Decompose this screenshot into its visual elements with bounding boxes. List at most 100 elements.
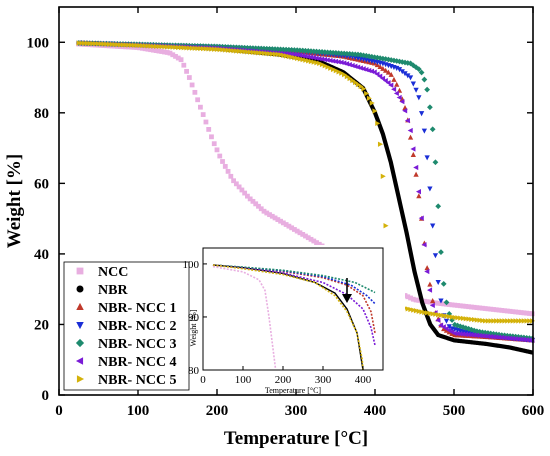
legend-swatch (76, 302, 84, 311)
x-tick-label: 600 (522, 403, 545, 419)
series-marker-nbr-ncc-3 (388, 57, 395, 63)
series-marker-nbr-ncc-5 (242, 49, 248, 55)
inset-chart: 0 100 200 300 400 80 90 100 Temperature [°C] We… (183, 245, 405, 395)
series-marker-ncc (195, 97, 201, 103)
legend-label: NBR- NCC 3 (98, 337, 177, 352)
series-marker-nbr-ncc-1 (385, 69, 392, 75)
series-marker-nbr-ncc-5 (513, 318, 519, 324)
y-tick-label: 60 (34, 176, 49, 192)
x-tick-label: 400 (364, 403, 387, 419)
inset-series-line-nbr-ncc-4 (212, 264, 376, 346)
series-marker-ncc (209, 134, 214, 140)
inset-x-tick-label: 200 (275, 374, 292, 386)
series-marker-nbr-ncc-5 (253, 49, 259, 56)
series-marker-nbr-ncc-5 (491, 318, 497, 324)
series-marker-nbr-ncc-2 (421, 128, 428, 134)
inset-series-nbr-ncc-4 (212, 264, 376, 346)
series-marker-nbr-ncc-5 (319, 61, 325, 68)
series-marker-nbr-ncc-3 (443, 299, 450, 306)
series-marker-nbr-ncc-5 (460, 315, 466, 322)
series-marker-nbr-ncc-4 (297, 52, 303, 58)
series-marker-nbr-ncc-4 (299, 53, 305, 59)
series-marker-ncc (225, 168, 231, 174)
series-marker-nbr-ncc-5 (292, 55, 298, 61)
series-marker-nbr-ncc-4 (482, 333, 488, 339)
series-marker-nbr-ncc-5 (449, 314, 455, 320)
y-tick-label: 0 (42, 388, 50, 404)
series-marker-nbr-ncc-4 (526, 337, 532, 343)
series-marker-nbr-ncc-5 (380, 173, 386, 179)
series-marker-nbr-ncc-4 (338, 59, 344, 66)
series-marker-nbr-ncc-5 (95, 41, 101, 47)
series-marker-nbr-ncc-5 (112, 41, 118, 48)
series-marker-nbr-ncc-5 (416, 308, 422, 314)
series-marker-nbr-ncc-4 (316, 55, 322, 62)
legend-item-nbr-ncc-1: NBR- NCC 1 (76, 301, 177, 316)
series-marker-nbr-ncc-5 (212, 46, 218, 52)
series-marker-nbr-ncc-4 (308, 54, 314, 60)
series-marker-nbr-ncc-4 (305, 54, 311, 60)
legend-item-nbr-ncc-3: NBR- NCC 3 (75, 337, 177, 352)
series-marker-nbr-ncc-5 (314, 60, 320, 66)
series-marker-nbr-ncc-4 (374, 71, 380, 77)
series-marker-nbr-ncc-3 (424, 86, 431, 93)
series-marker-nbr-ncc-5 (189, 45, 195, 51)
series-marker-nbr-ncc-5 (187, 45, 193, 51)
inset-series-group (212, 264, 376, 371)
series-marker-nbr-ncc-5 (372, 108, 378, 114)
series-marker-nbr-ncc-4 (468, 332, 474, 338)
series-marker-nbr-ncc-3 (421, 76, 428, 83)
legend-box (63, 261, 190, 391)
series-marker-nbr-ncc-5 (120, 42, 126, 48)
series-marker-nbr-ncc-5 (223, 47, 229, 53)
series-marker-nbr-ncc-5 (192, 45, 198, 51)
series-marker-nbr-ncc-4 (521, 336, 527, 343)
legend-label: NBR- NCC 5 (98, 373, 177, 388)
series-marker-ncc (214, 147, 220, 153)
series-marker-nbr-ncc-5 (311, 59, 317, 65)
series-marker-nbr-ncc-5 (283, 53, 290, 59)
series-marker-nbr-ncc-4 (319, 56, 325, 62)
series-marker-nbr-ncc-3 (313, 48, 320, 55)
series-marker-nbr-ncc-5 (278, 52, 284, 58)
series-marker-nbr-ncc-5 (145, 43, 151, 49)
series-marker-nbr-ncc-5 (422, 309, 428, 316)
series-marker-nbr-ncc-4 (479, 333, 485, 339)
series-marker-nbr-ncc-5 (87, 40, 93, 47)
series-marker-nbr-ncc-5 (159, 43, 165, 50)
series-marker-nbr-ncc-3 (305, 48, 312, 54)
y-axis-title: Weight [%] (4, 154, 25, 248)
series-marker-nbr-ncc-5 (424, 310, 431, 316)
legend-item-ncc: NCC (76, 265, 128, 280)
series-marker-nbr-ncc-5 (322, 63, 328, 69)
series-marker-nbr-ncc-4 (382, 77, 388, 84)
series-marker-nbr-ncc-5 (353, 79, 359, 86)
series-marker-nbr-ncc-5 (217, 46, 223, 53)
series-marker-nbr-ncc-4 (377, 73, 383, 79)
series-marker-nbr-ncc-3 (435, 203, 442, 210)
series-marker-nbr-ncc-5 (483, 318, 489, 324)
series-marker-nbr-ncc-5 (156, 43, 162, 50)
series-marker-nbr-ncc-5 (90, 40, 96, 47)
series-marker-nbr-ncc-4 (512, 336, 518, 342)
series-marker-nbr-ncc-5 (441, 313, 447, 319)
series-marker-nbr-ncc-5 (377, 141, 384, 147)
series-marker-nbr-ncc-5 (510, 318, 516, 324)
series-marker-nbr-ncc-3 (440, 281, 447, 287)
legend-label: NCC (98, 265, 128, 280)
inset-background (200, 245, 405, 375)
inset-x-axis-title: Temperature [°C] (265, 386, 322, 395)
y-tick-label: 40 (34, 247, 49, 263)
series-marker-nbr-ncc-4 (327, 57, 333, 64)
series-marker-nbr-ncc-4 (388, 82, 394, 88)
series-marker-nbr-ncc-4 (313, 55, 319, 61)
series-marker-nbr-ncc-5 (264, 50, 270, 57)
series-marker-nbr-ncc-5 (234, 48, 240, 54)
series-marker-nbr-ncc-5 (181, 45, 187, 51)
series-marker-nbr-ncc-4 (418, 215, 424, 221)
series-marker-nbr-ncc-5 (214, 46, 220, 52)
series-marker-nbr-ncc-5 (248, 49, 254, 55)
series-marker-nbr-ncc-1 (377, 63, 383, 70)
series-marker-nbr-ncc-4 (302, 53, 308, 59)
